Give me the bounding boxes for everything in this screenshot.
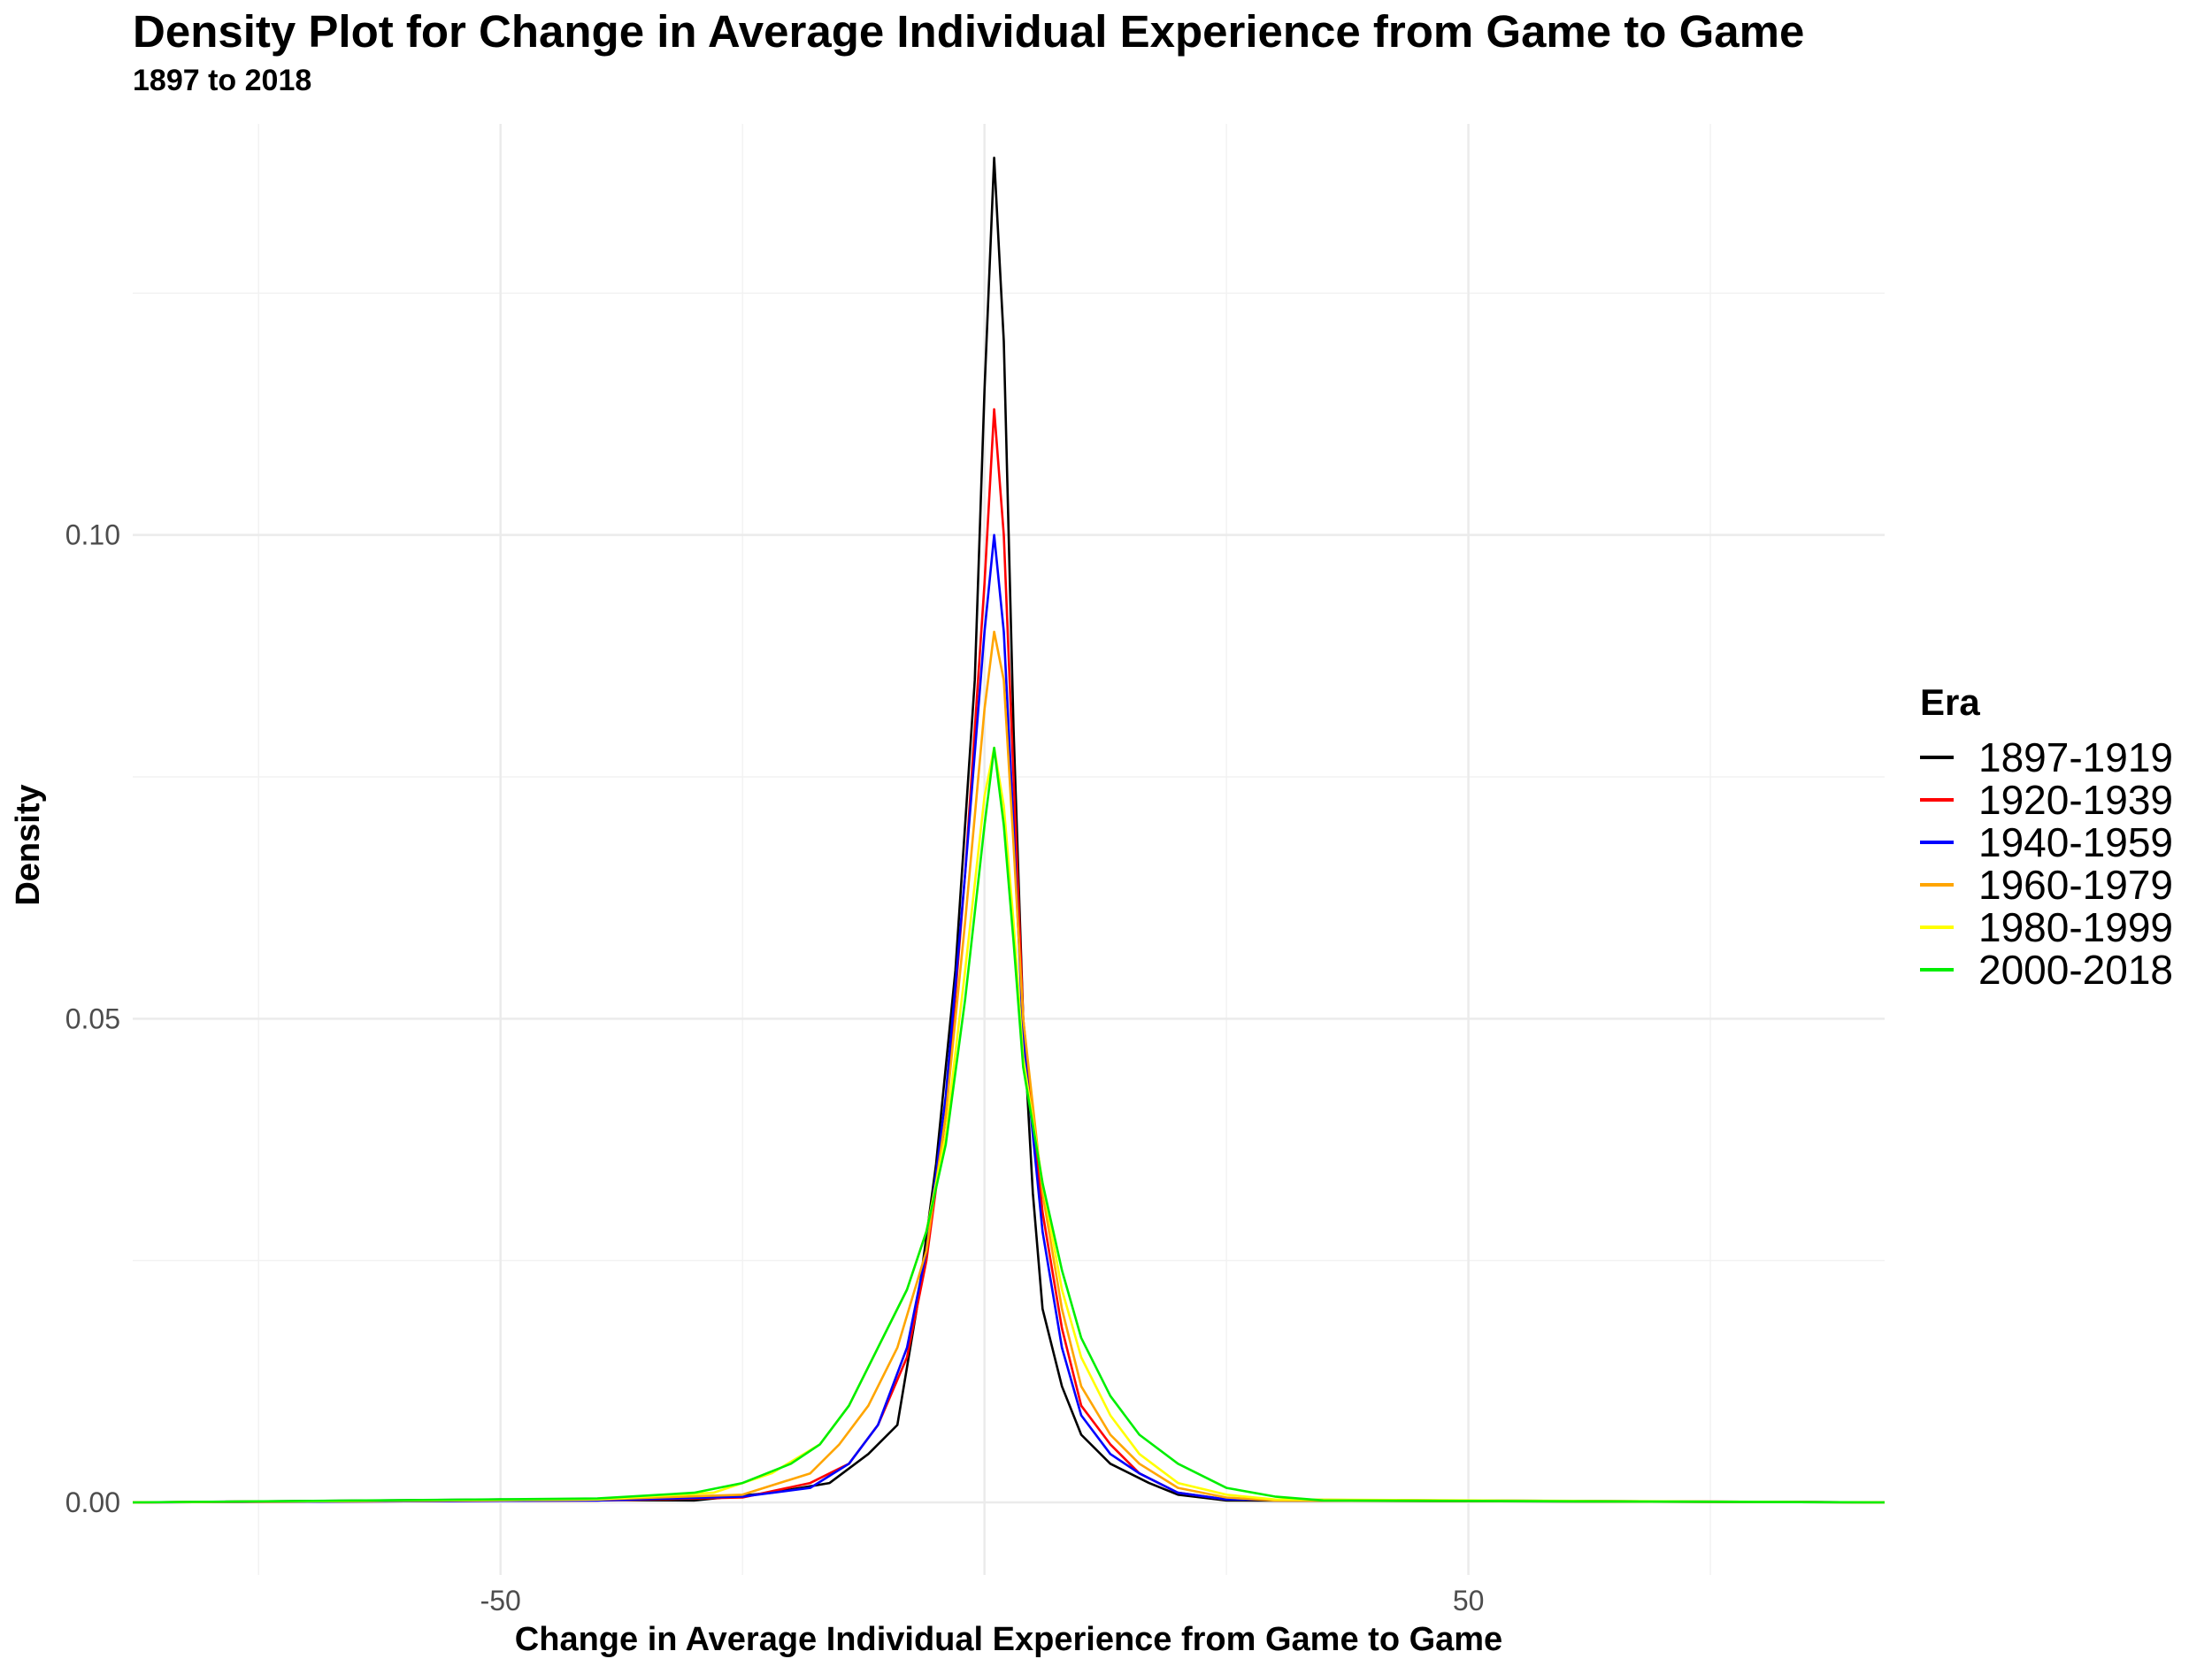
legend-label: 1980-1999 — [1978, 904, 2173, 950]
y-tick-label: 0.10 — [65, 519, 120, 551]
legend-label: 1960-1979 — [1978, 862, 2173, 908]
series-line-1940-1959 — [132, 534, 1886, 1504]
x-tick-label: -50 — [480, 1585, 521, 1617]
density-lines — [132, 157, 1886, 1504]
legend-key — [1920, 798, 1954, 802]
legend-item: 2000-2018 — [1920, 947, 2173, 993]
x-axis-title: Change in Average Individual Experience … — [515, 1621, 1502, 1658]
legend-item: 1960-1979 — [1920, 862, 2173, 908]
legend-label: 1940-1959 — [1978, 819, 2173, 865]
x-tick-label: 50 — [1453, 1585, 1485, 1617]
y-tick-label: 0.00 — [65, 1486, 120, 1518]
legend-key — [1920, 968, 1954, 972]
legend-item: 1897-1919 — [1920, 734, 2173, 780]
legend-items: 1897-1919 1920-1939 1940-1959 1960-1979 1980… — [1920, 734, 2173, 993]
legend-item: 1940-1959 — [1920, 819, 2173, 865]
grid-lines — [133, 124, 1885, 1575]
y-axis-title: Density — [10, 784, 47, 905]
series-line-2000-2018 — [132, 746, 1886, 1504]
series-line-1897-1919 — [132, 157, 1886, 1504]
legend-item: 1920-1939 — [1920, 777, 2173, 823]
legend-key — [1920, 883, 1954, 887]
legend-label: 2000-2018 — [1978, 947, 2173, 993]
series-line-1920-1939 — [132, 408, 1886, 1504]
legend-item: 1980-1999 — [1920, 904, 2173, 950]
chart-title: Density Plot for Change in Average Indiv… — [133, 6, 1805, 57]
legend-title: Era — [1920, 681, 1980, 723]
legend-key — [1920, 926, 1954, 929]
chart-subtitle: 1897 to 2018 — [133, 64, 312, 97]
legend-label: 1920-1939 — [1978, 777, 2173, 823]
legend: Era 1897-1919 1920-1939 1940-1959 1960-1979… — [1920, 681, 2173, 993]
series-line-1980-1999 — [132, 746, 1886, 1504]
legend-label: 1897-1919 — [1978, 734, 2173, 780]
tick-labels: -50 50 0.00 0.05 0.10 — [65, 519, 1485, 1617]
series-line-1960-1979 — [132, 630, 1886, 1504]
y-tick-label: 0.05 — [65, 1002, 120, 1034]
legend-key — [1920, 756, 1954, 759]
legend-key — [1920, 841, 1954, 844]
